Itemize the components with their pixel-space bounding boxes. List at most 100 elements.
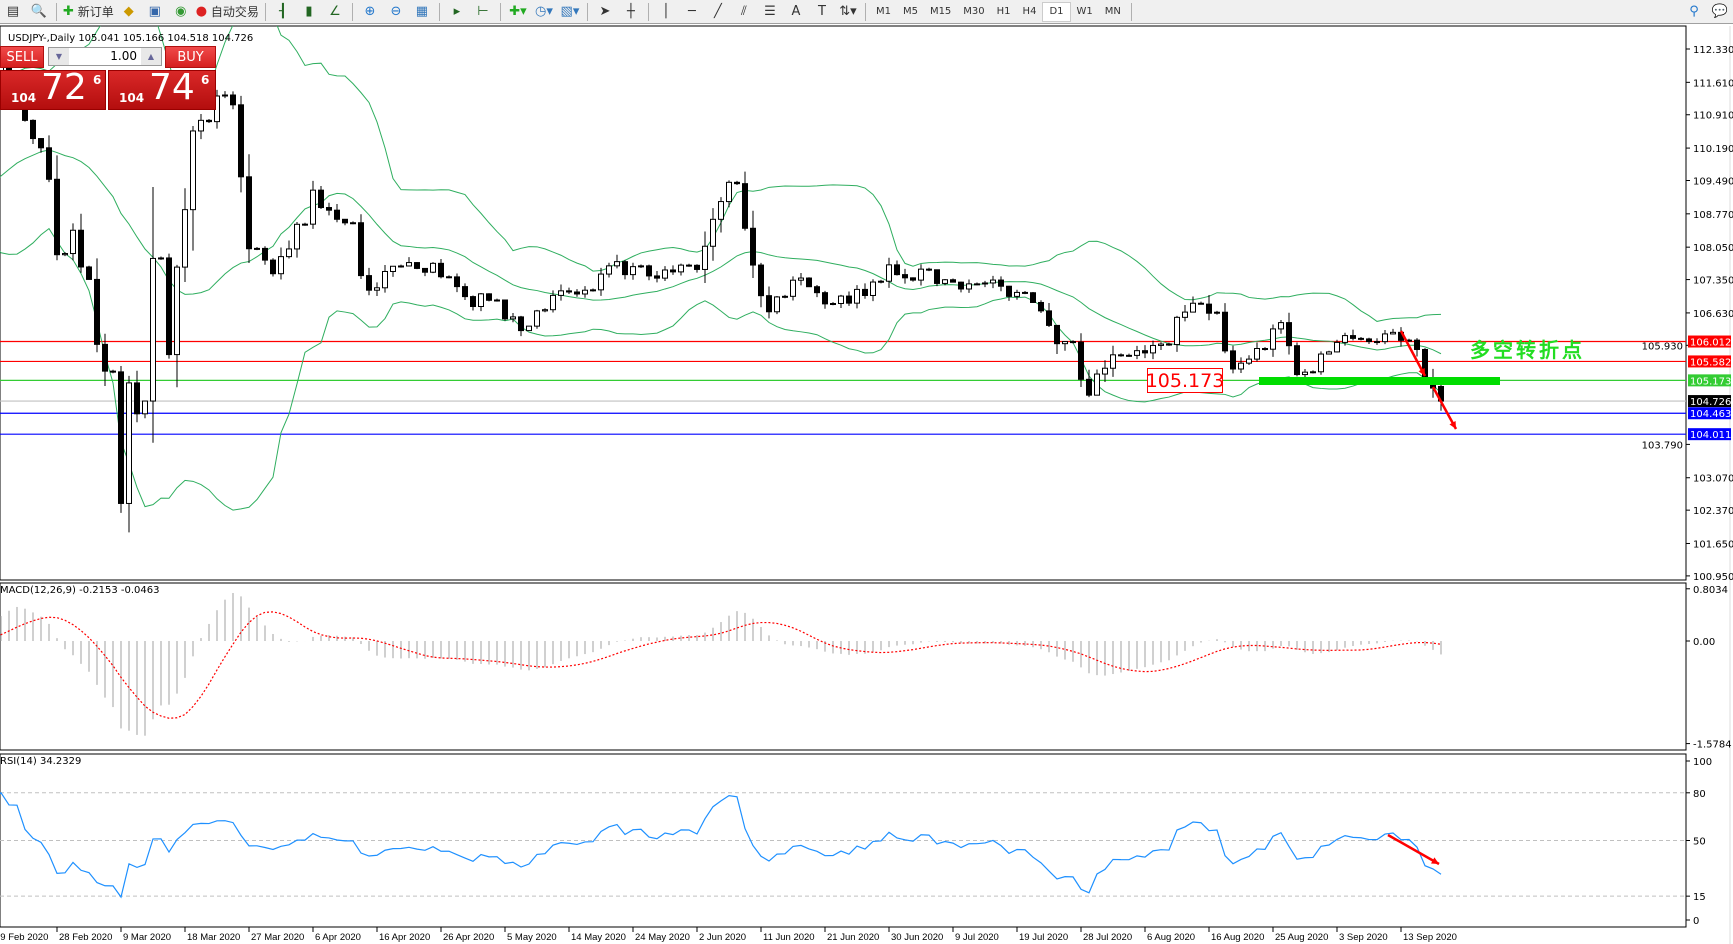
- timeframe-d1[interactable]: D1: [1042, 1, 1071, 22]
- candle-body: [406, 262, 412, 267]
- candle-body: [582, 289, 588, 295]
- candle-body: [1222, 311, 1228, 352]
- macd-plot: [0, 593, 1442, 736]
- fibonacci-icon[interactable]: ☰: [764, 4, 776, 19]
- candle: [1326, 350, 1332, 355]
- candle-body: [126, 382, 132, 504]
- trendline-icon[interactable]: ╱: [714, 4, 722, 19]
- candlestick-icon[interactable]: ▮: [305, 4, 313, 19]
- candle: [990, 275, 996, 289]
- candle: [430, 262, 436, 274]
- candle-body: [926, 268, 932, 271]
- text-label-icon[interactable]: T: [817, 4, 826, 19]
- signals-icon[interactable]: ◉: [175, 4, 187, 19]
- candle-body: [294, 223, 300, 250]
- vertical-line-icon[interactable]: │: [662, 4, 670, 19]
- buy-price[interactable]: 104 74 6: [108, 67, 216, 110]
- chart-shift-icon[interactable]: ⊢: [477, 4, 489, 19]
- text-icon[interactable]: A: [791, 4, 801, 19]
- candle: [1358, 336, 1364, 341]
- candle-body: [390, 265, 396, 272]
- zoom-out-icon[interactable]: ⊖: [390, 4, 402, 19]
- search-icon[interactable]: ⚲: [1689, 4, 1699, 19]
- tile-windows-icon[interactable]: ▦: [415, 4, 429, 19]
- lot-decrease-button[interactable]: ▼: [49, 48, 69, 65]
- buy-button[interactable]: BUY: [165, 46, 216, 68]
- candle: [46, 135, 52, 183]
- cursor-icon[interactable]: ➤: [599, 4, 611, 19]
- candle-body: [1142, 350, 1148, 354]
- arrows-icon[interactable]: ⇅▾: [839, 4, 857, 19]
- pivot-annotation[interactable]: 多空转折点: [1470, 338, 1585, 362]
- price-axis-label: 103.070: [1693, 474, 1733, 485]
- price-axis-label: 102.370: [1693, 506, 1733, 517]
- date-axis-label: 30 Jun 2020: [891, 932, 943, 943]
- rsi-axis-label: 50: [1693, 837, 1706, 848]
- metaeditor-icon[interactable]: ◆: [123, 4, 134, 19]
- bar-chart-icon[interactable]: ┨: [279, 4, 287, 19]
- rsi-axis-label: 100: [1693, 757, 1712, 768]
- timeframe-w1[interactable]: W1: [1076, 6, 1093, 17]
- autoscroll-icon[interactable]: ▸: [453, 4, 461, 19]
- candle-body: [326, 207, 332, 211]
- candle: [350, 221, 356, 225]
- candle-body: [782, 295, 788, 298]
- candle: [1190, 296, 1196, 313]
- sell-price[interactable]: 104 72 6: [0, 67, 106, 110]
- periods-icon[interactable]: ◷▾: [535, 4, 553, 19]
- price-tag: [1688, 374, 1731, 387]
- candle: [494, 298, 500, 302]
- indicators-icon[interactable]: ✚▾: [509, 4, 527, 19]
- sell-price-pip: 6: [93, 73, 102, 87]
- timeframe-m1[interactable]: M1: [875, 6, 891, 17]
- equidistant-channel-icon[interactable]: ⫽: [741, 4, 747, 19]
- timeframe-h1[interactable]: H1: [996, 6, 1011, 17]
- templates-icon[interactable]: ▧▾: [560, 4, 580, 19]
- chat-icon[interactable]: 💬: [1711, 4, 1729, 19]
- candle: [550, 290, 556, 313]
- candle: [1294, 342, 1300, 377]
- lot-size-field[interactable]: ▼ 1.00 ▲: [48, 47, 162, 66]
- candle: [862, 283, 868, 299]
- sell-button[interactable]: SELL: [0, 46, 44, 68]
- level-annotation[interactable]: 105.173: [1145, 368, 1225, 393]
- rsi-axis-label: 15: [1693, 892, 1706, 903]
- line-chart-icon[interactable]: ∠: [329, 4, 341, 19]
- market-watch-icon[interactable]: ▤: [6, 4, 20, 19]
- candle: [1286, 312, 1292, 355]
- candle: [230, 91, 236, 110]
- auto-trading-button[interactable]: ● 自动交易: [196, 2, 259, 22]
- horizontal-line-icon[interactable]: ─: [688, 4, 696, 19]
- date-axis-label: 16 Apr 2020: [379, 932, 430, 943]
- candle-body: [486, 293, 492, 301]
- candle-body: [798, 277, 804, 281]
- candle-body: [614, 261, 620, 267]
- candle: [422, 267, 428, 277]
- candle-body: [1014, 291, 1020, 297]
- date-axis-label: 28 Jul 2020: [1083, 932, 1132, 943]
- candle-body: [1206, 303, 1212, 314]
- candle: [1214, 310, 1220, 315]
- date-axis-label: 11 Jun 2020: [763, 932, 815, 943]
- timeframe-m30[interactable]: M30: [963, 6, 985, 17]
- lot-value[interactable]: 1.00: [110, 49, 137, 63]
- candle-body: [846, 295, 852, 304]
- new-order-button[interactable]: ✚ 新订单: [63, 2, 114, 22]
- zoom-profile-icon[interactable]: 🔍: [30, 4, 48, 19]
- candle-body: [1310, 371, 1316, 374]
- terminal-icon[interactable]: ▣: [148, 4, 161, 19]
- zoom-in-icon[interactable]: ⊕: [364, 4, 376, 19]
- candle: [654, 271, 660, 283]
- timeframe-m15[interactable]: M15: [929, 6, 952, 17]
- candle-body: [1334, 341, 1340, 353]
- timeframe-m5[interactable]: M5: [902, 6, 918, 17]
- timeframe-mn[interactable]: MN: [1104, 6, 1121, 17]
- candle-body: [662, 269, 668, 279]
- crosshair-icon[interactable]: ┼: [627, 4, 635, 19]
- candle: [510, 312, 516, 323]
- candle-body: [726, 181, 732, 203]
- lot-increase-button[interactable]: ▲: [141, 48, 161, 65]
- price-axis-label: 105.930: [1642, 341, 1683, 352]
- timeframe-h4[interactable]: H4: [1022, 6, 1037, 17]
